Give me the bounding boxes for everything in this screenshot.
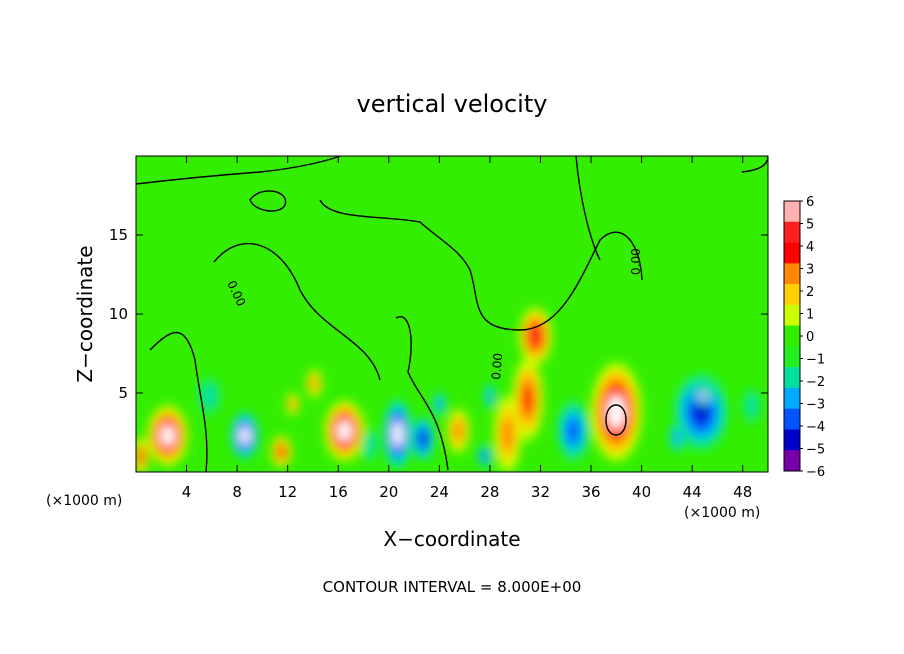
colorbar-label: −5 [806,443,825,458]
colorbar-swatch [784,304,800,327]
zero-contour-small [249,190,287,212]
plot-area: 0.00 0.00 0.00 [135,155,769,473]
x-tick-label: 28 [480,483,499,501]
velocity-cell [668,419,686,455]
zero-contour-core [605,404,627,436]
zero-contour-upper [136,156,341,185]
colorbar-label: −6 [806,465,825,480]
colorbar-swatch [784,387,800,410]
velocity-cell [446,408,470,454]
colorbar-label: 4 [806,240,814,255]
y-tick-label: 5 [118,384,128,402]
colorbar-swatch [784,367,800,389]
x-tick-label: 16 [329,483,348,501]
velocity-cell [741,385,762,427]
colorbar-swatch [784,263,800,285]
x-tick-label: 20 [379,483,398,501]
x-tick-label: 48 [733,483,752,501]
colorbar-swatch [784,325,800,347]
velocity-cell [410,415,436,463]
x-tick-label: 12 [278,483,297,501]
colorbar-swatch [784,221,800,244]
zero-contours [136,156,768,472]
colorbar-label: 2 [806,285,814,300]
velocity-cell [591,362,642,461]
contour-label-right: 0.00 [629,248,643,275]
chart-title: vertical velocity [357,90,548,118]
x-tick-label: 24 [430,483,449,501]
colorbar-swatch [784,450,800,472]
colorbar-swatch [784,346,800,368]
velocity-cell [306,369,322,398]
colorbar-swatch [784,242,800,264]
velocity-cell [136,437,149,472]
colorbar: 6 5 4 3 2 1 0 −1 −2 −3 −4 −5 −6 [783,195,825,480]
colorbar-swatch [784,201,800,223]
x-axis-label: X−coordinate [383,527,520,551]
zero-contour-left [149,331,208,472]
colorbar-label: 6 [806,195,814,210]
velocity-cell [512,358,544,441]
velocity-cell [483,380,497,412]
x-tick-label: 4 [182,483,192,501]
colorbar-label: −1 [806,353,825,368]
y-axis: 5 10 15 [109,226,768,402]
x-tick-label: 36 [581,483,600,501]
x-tick-label: 32 [531,483,550,501]
velocity-cell [229,410,260,461]
zero-contour-mid [395,316,449,471]
colorbar-swatch [784,408,800,430]
velocity-cell [555,397,592,465]
zero-contour-dome [213,243,381,381]
colorbar-label: 3 [806,263,814,278]
velocity-cell [271,435,292,468]
velocity-cell [382,396,413,472]
contour-interval-note: CONTOUR INTERVAL = 8.000E+00 [323,578,582,596]
velocity-cell [431,389,447,419]
velocity-cell [324,400,365,461]
y-axis-label: Z−coordinate [73,245,97,382]
velocity-cell [477,443,493,469]
colorbar-label: −4 [806,420,825,435]
velocity-cell [147,405,188,466]
colorbar-label: −2 [806,375,825,390]
x-axis: 4 8 12 16 20 24 28 32 36 40 44 48 [182,156,752,501]
colorbar-label: −3 [806,398,825,413]
colorbar-label: 5 [806,218,814,233]
contour-label-mid: 0.00 [489,352,505,380]
zero-contour-jet [319,199,643,331]
x-unit-left: (×1000 m) [46,493,122,509]
colorbar-swatch [784,429,800,451]
x-tick-label: 40 [632,483,651,501]
x-tick-label: 44 [683,483,702,501]
x-unit-right: (×1000 m) [684,505,760,521]
velocity-cell [694,386,713,406]
colorbar-label: 0 [806,330,814,345]
y-tick-label: 15 [109,226,128,244]
velocity-cell [286,393,300,416]
velocity-cell [671,370,731,454]
colorbar-label: 1 [806,308,814,323]
velocity-cell [518,307,552,365]
zero-contour-right [575,156,601,261]
velocity-cell [360,424,379,466]
colorbar-swatch [784,284,800,306]
x-tick-label: 8 [232,483,242,501]
y-tick-label: 10 [109,305,128,323]
